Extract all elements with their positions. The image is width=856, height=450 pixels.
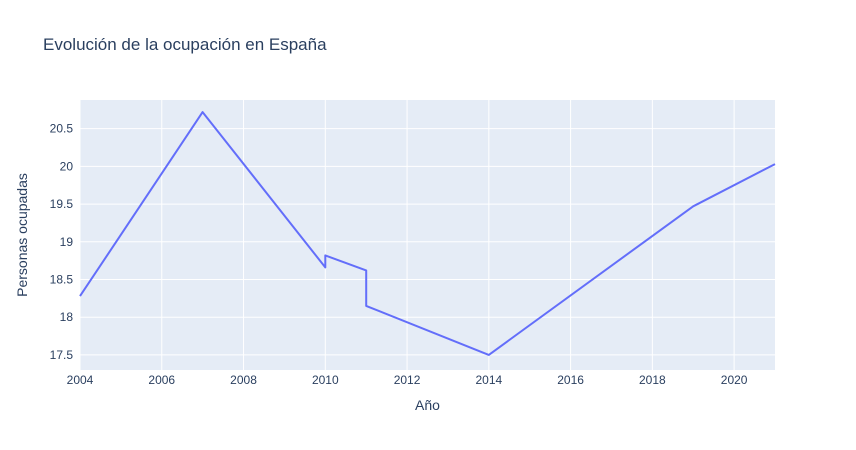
x-tick-label: 2020: [721, 373, 748, 387]
x-axis-title: Año: [415, 397, 440, 413]
x-tick-label: 2014: [475, 373, 502, 387]
series-line: [79, 111, 776, 356]
y-tick-label: 19.5: [50, 197, 74, 211]
series-lines: [79, 111, 776, 356]
y-axis-ticks: 17.5 18 18.5 19 19.5 20 20.5: [50, 122, 74, 362]
y-tick-label: 17.5: [50, 348, 74, 362]
y-tick-label: 19: [60, 235, 74, 249]
y-tick-label: 20.5: [50, 122, 74, 136]
x-tick-label: 2012: [394, 373, 421, 387]
x-tick-label: 2008: [230, 373, 257, 387]
x-axis-ticks: 2004 2006 2008 2010 2012 2014 2016 2018 2020: [67, 373, 748, 387]
x-tick-label: 2016: [557, 373, 584, 387]
grid-lines: [79, 100, 775, 370]
y-tick-label: 18.5: [50, 272, 74, 286]
x-tick-label: 2018: [639, 373, 666, 387]
chart-title: Evolución de la ocupación en España: [43, 35, 327, 54]
y-axis-title: Personas ocupadas: [14, 173, 30, 297]
y-tick-label: 20: [60, 159, 74, 173]
plot-area: [80, 100, 775, 370]
x-tick-label: 2004: [67, 373, 94, 387]
x-tick-label: 2006: [148, 373, 175, 387]
y-tick-label: 18: [60, 310, 74, 324]
x-tick-label: 2010: [312, 373, 339, 387]
